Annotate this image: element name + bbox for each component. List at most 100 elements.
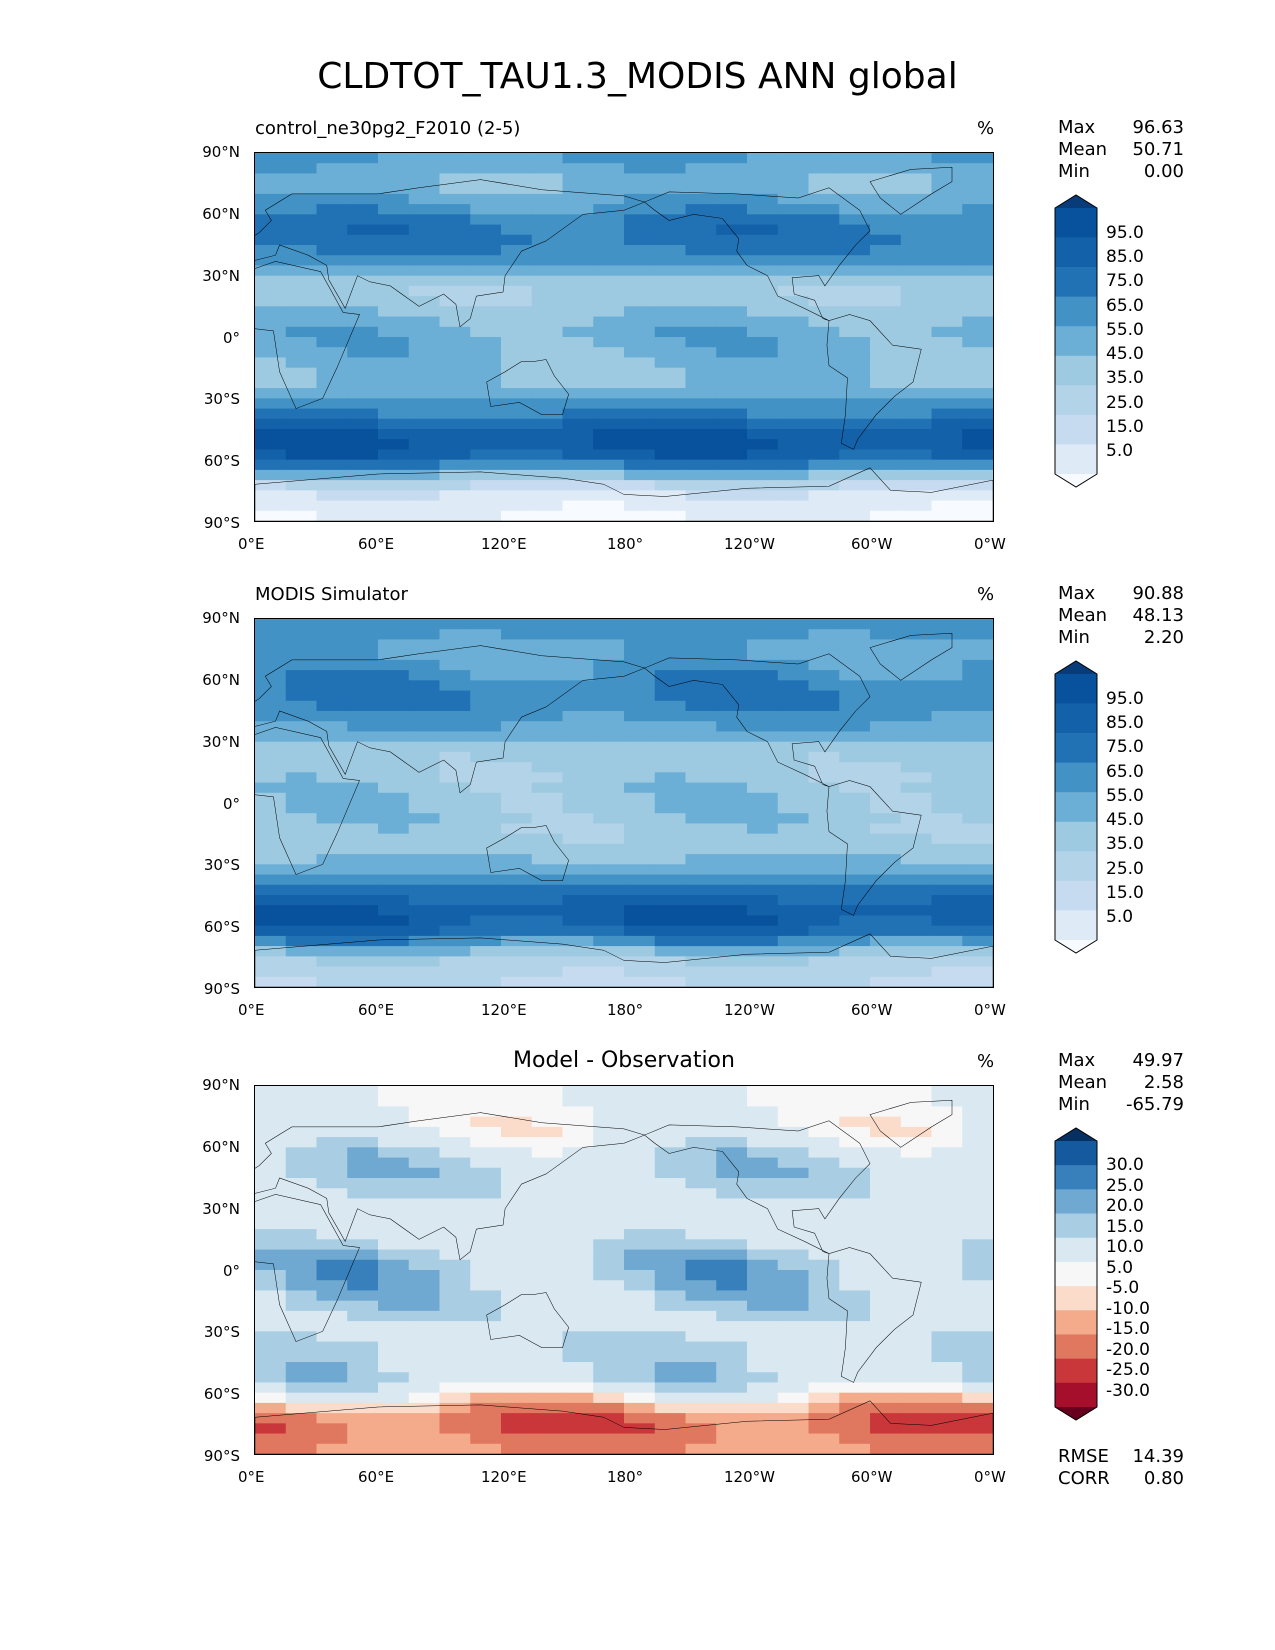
heatmap-cell [624, 193, 656, 205]
colorbar-label: -10.0 [1106, 1299, 1150, 1319]
heatmap-cell [808, 224, 840, 236]
heatmap-cell [408, 275, 440, 287]
heatmap-cell [900, 1351, 932, 1363]
colorbar [1054, 660, 1098, 954]
heatmap-cell [439, 772, 471, 783]
heatmap-cell [470, 1198, 502, 1210]
colorbar-segment [1055, 1334, 1097, 1359]
heatmap-cell [962, 1116, 993, 1128]
heatmap-cell [777, 204, 809, 215]
heatmap-cell [654, 1402, 686, 1414]
heatmap-cell [962, 1106, 993, 1118]
heatmap-cell [747, 1423, 779, 1434]
heatmap-cell [316, 1362, 348, 1373]
heatmap-cell [255, 214, 287, 225]
heatmap-cell [654, 639, 686, 651]
heatmap-cell [685, 377, 717, 389]
heatmap-cell [316, 500, 348, 512]
heatmap-cell [378, 1239, 410, 1250]
heatmap-cell [347, 367, 379, 379]
heatmap-cell [285, 429, 317, 440]
heatmap-cell [870, 367, 902, 379]
heatmap-cell [378, 1382, 410, 1394]
heatmap-cell [501, 337, 533, 348]
heatmap-cell [593, 510, 625, 521]
heatmap-cell [562, 782, 594, 794]
heatmap-cell [501, 1280, 533, 1291]
heatmap-cell [593, 976, 625, 987]
heatmap-cell [255, 1188, 287, 1199]
heatmap-cell [777, 874, 809, 886]
heatmap-cell [900, 833, 932, 845]
heatmap-cell [316, 398, 348, 409]
heatmap-cell [900, 935, 932, 947]
heatmap-cell [870, 772, 902, 783]
heatmap-cell [285, 690, 317, 702]
heatmap-cell [962, 649, 993, 661]
heatmap-cell [285, 854, 317, 865]
heatmap-cell [562, 1096, 594, 1107]
heatmap-cell [285, 1188, 317, 1199]
heatmap-cell [501, 915, 533, 927]
heatmap-cell [931, 1372, 963, 1383]
heatmap-cell [777, 306, 809, 317]
heatmap-cell [562, 429, 594, 440]
heatmap-cell [962, 510, 993, 521]
heatmap-cell [839, 439, 871, 450]
heatmap-cell [962, 1239, 993, 1250]
heatmap-cell [685, 337, 717, 348]
heatmap-cell [808, 659, 840, 671]
heatmap-cell [593, 864, 625, 875]
heatmap-cell [531, 935, 563, 947]
heatmap-cell [593, 377, 625, 389]
heatmap-cell [624, 204, 656, 215]
heatmap-cell [931, 823, 963, 835]
heatmap-cell [378, 1280, 410, 1291]
heatmap-cell [439, 1290, 471, 1302]
heatmap-cell [900, 782, 932, 794]
heatmap-cell [747, 1392, 779, 1404]
heatmap-cell [900, 803, 932, 814]
heatmap-cell [562, 245, 594, 256]
heatmap-cell [716, 1188, 748, 1199]
heatmap-cell [531, 1280, 563, 1291]
y-tick-label: 30°N [202, 1200, 240, 1218]
heatmap-cell [654, 833, 686, 845]
heatmap-cell [347, 234, 379, 246]
heatmap-cell [839, 1372, 871, 1383]
heatmap-cell [870, 1249, 902, 1261]
heatmap-cell [439, 398, 471, 409]
heatmap-cell [808, 265, 840, 277]
heatmap-cell [408, 1433, 440, 1445]
heatmap-cell [316, 1433, 348, 1445]
heatmap-cell [777, 1116, 809, 1128]
heatmap-cell [347, 721, 379, 732]
heatmap-cell [285, 966, 317, 978]
heatmap-cell [316, 813, 348, 824]
heatmap-cell [408, 649, 440, 661]
heatmap-cell [562, 690, 594, 702]
heatmap-cell [870, 670, 902, 681]
heatmap-cell [378, 163, 410, 174]
heatmap-cell [624, 275, 656, 287]
heatmap-cell [624, 296, 656, 307]
heatmap-cell [531, 1229, 563, 1240]
heatmap-cell [685, 731, 717, 743]
heatmap-cell [531, 905, 563, 916]
heatmap-cell [808, 1290, 840, 1302]
heatmap-cell [931, 510, 963, 521]
heatmap-cell [624, 1392, 656, 1404]
heatmap-cell [624, 619, 656, 630]
heatmap-cell [870, 1362, 902, 1373]
heatmap-cell [347, 449, 379, 461]
heatmap-cell [378, 183, 410, 195]
heatmap-cell [501, 245, 533, 256]
heatmap-cell [962, 224, 993, 236]
heatmap-cell [931, 1126, 963, 1138]
heatmap-cell [501, 326, 533, 338]
heatmap-cell [716, 1402, 748, 1414]
heatmap-cell [747, 1321, 779, 1332]
heatmap-cell [347, 629, 379, 640]
heatmap-cell [808, 234, 840, 246]
heatmap-cell [870, 408, 902, 420]
